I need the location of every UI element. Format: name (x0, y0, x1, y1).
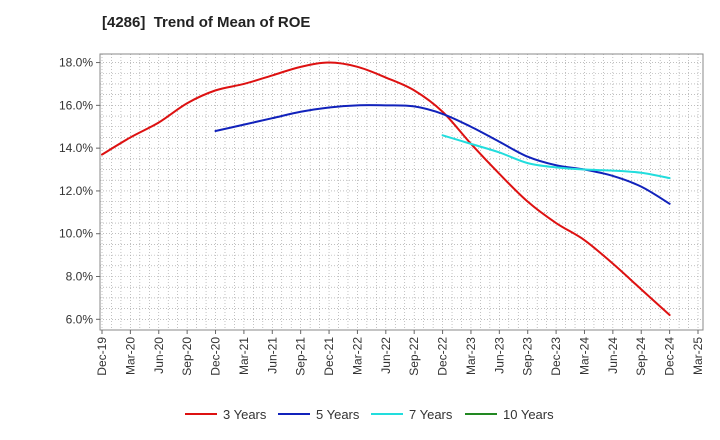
plot-frame (99, 53, 704, 331)
x-tick-label: Jun-24 (606, 337, 620, 374)
series-line-7-years (441, 134, 671, 180)
legend-label-3-years: 3 Years (223, 407, 267, 422)
series-line-3-years (101, 61, 671, 317)
x-tick-label: Mar-20 (123, 337, 137, 375)
x-tick-label: Dec-21 (322, 337, 336, 376)
x-tick-label: Jun-22 (379, 337, 393, 374)
x-tick-label: Mar-24 (577, 337, 591, 375)
x-tick-label: Dec-22 (436, 337, 450, 376)
y-tick-label: 10.0% (59, 227, 93, 241)
x-tick-label: Jun-20 (152, 337, 166, 374)
legend: 3 Years 5 Years 7 Years 10 Years (185, 407, 554, 422)
x-axis: Dec-19 Mar-20 Jun-20 Sep-20 Dec-20 Mar-21 Jun-… (95, 330, 705, 376)
x-tick-label: Dec-19 (95, 337, 109, 376)
x-tick-label: Dec-23 (549, 337, 563, 376)
y-tick-label: 18.0% (59, 56, 93, 70)
legend-label-7-years: 7 Years (409, 407, 453, 422)
y-tick-label: 14.0% (59, 141, 93, 155)
x-tick-label: Mar-21 (237, 337, 251, 375)
y-tick-label: 12.0% (59, 184, 93, 198)
series-lines (101, 61, 671, 317)
y-tick-label: 16.0% (59, 98, 93, 112)
x-tick-label: Dec-20 (209, 337, 223, 376)
y-axis: 6.0% 8.0% 10.0% 12.0% 14.0% 16.0% 18.0% (59, 56, 100, 326)
x-tick-label: Mar-22 (350, 337, 364, 375)
y-tick-label: 6.0% (66, 312, 94, 326)
y-tick-label: 8.0% (66, 270, 94, 284)
x-tick-label: Sep-23 (521, 337, 535, 376)
legend-label-5-years: 5 Years (316, 407, 360, 422)
x-tick-label: Mar-25 (691, 337, 705, 375)
legend-label-10-years: 10 Years (503, 407, 554, 422)
x-tick-label: Sep-22 (407, 337, 421, 376)
series-line-5-years (214, 104, 671, 205)
x-tick-label: Sep-21 (294, 337, 308, 376)
x-tick-label: Sep-24 (634, 337, 648, 376)
x-tick-label: Dec-24 (663, 337, 677, 376)
x-tick-label: Jun-21 (265, 337, 279, 374)
x-tick-label: Sep-20 (180, 337, 194, 376)
x-tick-label: Mar-23 (464, 337, 478, 375)
x-tick-label: Jun-23 (492, 337, 506, 374)
chart-title: [4286] Trend of Mean of ROE (102, 14, 311, 31)
grid (100, 54, 703, 330)
